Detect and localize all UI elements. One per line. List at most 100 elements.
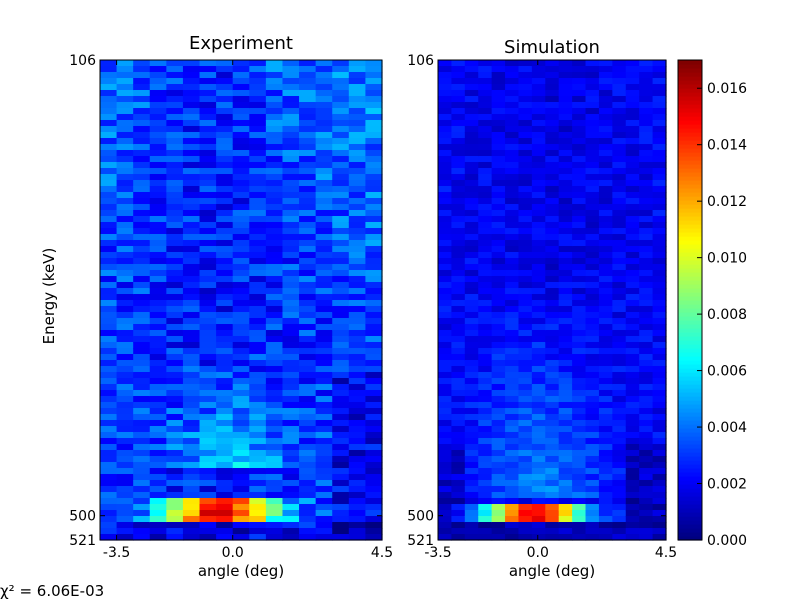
colorbar-segment — [678, 424, 702, 429]
heatmap-cell — [652, 90, 667, 97]
heatmap-cell — [585, 66, 600, 73]
heatmap-cell — [505, 522, 520, 529]
heatmap-cell — [265, 270, 284, 277]
heatmap-cell — [558, 276, 573, 283]
heatmap-cell — [572, 240, 587, 247]
heatmap-cell — [332, 378, 350, 385]
heatmap-cell — [491, 174, 506, 181]
heatmap-cell — [545, 126, 560, 133]
heatmap-cell — [299, 204, 317, 211]
heatmap-cell — [572, 102, 587, 109]
heatmap-cell — [464, 264, 479, 271]
heatmap-cell — [315, 204, 333, 211]
heatmap-cell — [531, 114, 546, 121]
heatmap-cell — [491, 372, 506, 379]
heatmap-cell — [182, 534, 201, 541]
colorbar-segment — [678, 444, 702, 449]
heatmap-cell — [598, 126, 613, 133]
heatmap-cell — [133, 162, 151, 169]
heatmap-cell — [478, 252, 493, 259]
heatmap-cell — [505, 252, 520, 259]
heatmap-cell — [478, 486, 493, 493]
heatmap-cell — [133, 516, 151, 523]
heatmap-cell — [100, 294, 118, 301]
heatmap-cell — [572, 492, 587, 499]
heatmap-cell — [451, 480, 466, 487]
heatmap-cell — [451, 450, 466, 457]
heatmap-cell — [585, 192, 600, 199]
heatmap-cell — [116, 288, 134, 295]
heatmap-cell — [639, 402, 654, 409]
heatmap-cell — [332, 300, 350, 307]
heatmap-cell — [505, 498, 520, 505]
heatmap-cell — [332, 414, 350, 421]
heatmap-cell — [625, 78, 640, 85]
heatmap-cell — [166, 390, 184, 397]
heatmap-cell — [464, 90, 479, 97]
heatmap-cell — [299, 378, 317, 385]
heatmap-cell — [199, 528, 217, 535]
heatmap-cell — [166, 510, 184, 517]
colorbar-segment — [678, 488, 702, 493]
heatmap-cell — [149, 186, 167, 193]
heatmap-cell — [451, 246, 466, 253]
heatmap-cell — [438, 162, 453, 169]
heatmap-cell — [598, 276, 613, 283]
heatmap-cell — [625, 492, 640, 499]
heatmap-cell — [315, 66, 333, 73]
heatmap-cell — [545, 138, 560, 145]
heatmap-cell — [282, 402, 300, 409]
heatmap-cell — [133, 390, 151, 397]
heatmap-cell — [182, 246, 201, 253]
heatmap-cell — [558, 270, 573, 277]
heatmap-cell — [598, 198, 613, 205]
heatmap-cell — [249, 264, 267, 271]
heatmap-cell — [166, 372, 184, 379]
heatmap-cell — [232, 102, 250, 109]
heatmap-cell — [612, 306, 627, 313]
heatmap-cell — [612, 168, 627, 175]
heatmap-cell — [365, 132, 383, 139]
heatmap-cell — [348, 528, 367, 535]
heatmap-cell — [545, 282, 560, 289]
heatmap-cell — [249, 150, 267, 157]
heatmap-cell — [232, 96, 250, 103]
heatmap-cell — [558, 174, 573, 181]
heatmap-cell — [625, 246, 640, 253]
heatmap-cell — [572, 438, 587, 445]
heatmap-cell — [265, 138, 284, 145]
heatmap-cell — [612, 156, 627, 163]
heatmap-cell — [332, 78, 350, 85]
heatmap-cell — [491, 306, 506, 313]
heatmap-cell — [491, 510, 506, 517]
heatmap-cell — [315, 468, 333, 475]
heatmap-cell — [299, 288, 317, 295]
heatmap-cell — [133, 492, 151, 499]
heatmap-cell — [116, 432, 134, 439]
heatmap-cell — [265, 516, 284, 523]
heatmap-cell — [116, 294, 134, 301]
heatmap-cell — [100, 138, 118, 145]
heatmap-cell — [478, 528, 493, 535]
heatmap-cell — [625, 162, 640, 169]
heatmap-cell — [249, 180, 267, 187]
heatmap-cell — [464, 498, 479, 505]
heatmap-cell — [133, 150, 151, 157]
heatmap-cell — [199, 72, 217, 79]
heatmap-cell — [531, 228, 546, 235]
heatmap-cell — [558, 96, 573, 103]
heatmap-cell — [491, 396, 506, 403]
heatmap-cell — [100, 114, 118, 121]
heatmap-cell — [572, 192, 587, 199]
heatmap-cell — [545, 288, 560, 295]
heatmap-cell — [100, 456, 118, 463]
heatmap-cell — [505, 462, 520, 469]
heatmap-cell — [478, 60, 493, 67]
heatmap-cell — [216, 168, 234, 175]
heatmap-cell — [451, 504, 466, 511]
heatmap-cell — [505, 84, 520, 91]
heatmap-cell — [625, 366, 640, 373]
heatmap-cell — [625, 150, 640, 157]
heatmap-cell — [545, 72, 560, 79]
heatmap-cell — [652, 504, 667, 511]
